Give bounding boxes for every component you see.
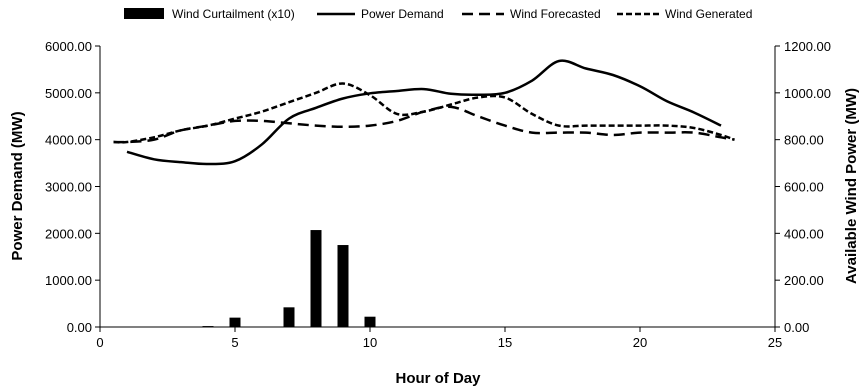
x-tick-label: 10 bbox=[363, 335, 377, 350]
y-tick-label: 6000.00 bbox=[45, 39, 92, 54]
y2-tick-label: 400.00 bbox=[784, 226, 824, 241]
bar-wind-curtailment bbox=[283, 307, 295, 327]
y2-tick-label: 1000.00 bbox=[784, 86, 831, 101]
y2-tick-label: 600.00 bbox=[784, 180, 824, 195]
y-tick-label: 0.00 bbox=[67, 320, 92, 335]
y-axis-title: Power Demand (MW) bbox=[9, 111, 26, 260]
y-tick-label: 4000.00 bbox=[45, 133, 92, 148]
legend-item-wind-curtailment: Wind Curtailment (x10) bbox=[124, 7, 295, 21]
legend: Wind Curtailment (x10) Power Demand Wind… bbox=[124, 7, 752, 21]
y2-tick-label: 800.00 bbox=[784, 133, 824, 148]
y2-axis-title: Available Wind Power (MW) bbox=[843, 88, 860, 284]
x-tick-label: 20 bbox=[633, 335, 647, 350]
bar-wind-curtailment bbox=[202, 326, 214, 328]
bar-wind-curtailment bbox=[364, 316, 376, 327]
y-tick-label: 1000.00 bbox=[45, 273, 92, 288]
legend-label-wind-generated: Wind Generated bbox=[665, 7, 752, 21]
y2-tick-label: 0.00 bbox=[784, 320, 809, 335]
x-tick-label: 5 bbox=[231, 335, 238, 350]
y-tick-label: 3000.00 bbox=[45, 180, 92, 195]
x-tick-label: 25 bbox=[768, 335, 782, 350]
lines bbox=[113, 59, 735, 166]
line-power-demand bbox=[126, 59, 722, 166]
bar-wind-curtailment bbox=[229, 317, 241, 327]
x-axis-title: Hour of Day bbox=[395, 370, 481, 387]
bar-wind-curtailment bbox=[310, 230, 322, 327]
axes: 0 5 10 15 20 250.001000.002000.003000.004000.… bbox=[45, 39, 831, 350]
y2-tick-label: 1200.00 bbox=[784, 39, 831, 54]
legend-label-wind-curtailment: Wind Curtailment (x10) bbox=[172, 7, 295, 21]
y-tick-label: 5000.00 bbox=[45, 86, 92, 101]
bars bbox=[202, 230, 376, 328]
legend-label-wind-forecasted: Wind Forecasted bbox=[510, 7, 601, 21]
legend-label-power-demand: Power Demand bbox=[361, 7, 444, 21]
line-wind-generated bbox=[113, 82, 735, 144]
legend-item-wind-forecasted: Wind Forecasted bbox=[462, 7, 601, 21]
legend-item-wind-generated: Wind Generated bbox=[617, 7, 752, 21]
bar-wind-curtailment bbox=[337, 245, 349, 327]
legend-swatch-wind-curtailment bbox=[124, 8, 164, 19]
x-tick-label: 0 bbox=[96, 335, 103, 350]
x-tick-label: 15 bbox=[498, 335, 512, 350]
y2-tick-label: 200.00 bbox=[784, 273, 824, 288]
legend-item-power-demand: Power Demand bbox=[317, 7, 444, 21]
y-tick-label: 2000.00 bbox=[45, 226, 92, 241]
